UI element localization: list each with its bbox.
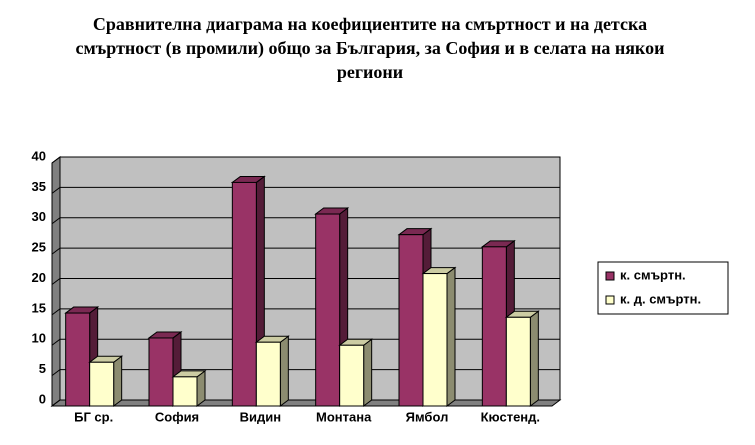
grid-line (51, 217, 560, 225)
x-tick-label: Видин (240, 409, 281, 424)
y-tick-label: 5 (39, 361, 46, 376)
x-tick-label: София (155, 409, 199, 424)
grid-line (51, 369, 560, 377)
bar-front (65, 312, 91, 407)
bar-side (279, 335, 289, 407)
bar-side (446, 266, 456, 407)
x-tick-label: Ямбол (406, 409, 449, 424)
y-tick-label: 25 (32, 240, 46, 255)
bar-front (422, 273, 448, 407)
bar-side (363, 338, 373, 407)
y-tick-label: 0 (39, 391, 46, 406)
bar (171, 369, 207, 407)
legend-box (597, 261, 729, 315)
bar (88, 355, 124, 407)
legend-label: к. смъртн. (620, 267, 686, 282)
grid-line (51, 399, 560, 407)
y-tick-label: 40 (32, 148, 46, 163)
grid-line (51, 338, 560, 346)
bar-front (505, 316, 531, 407)
bar-front (89, 361, 115, 407)
bar-front (231, 181, 257, 407)
y-tick-label: 15 (32, 300, 46, 315)
grid-line (51, 308, 560, 316)
bar-front (172, 376, 198, 407)
y-tick-label: 20 (32, 270, 46, 285)
bar-front (339, 344, 365, 407)
bar (338, 338, 374, 407)
y-tick-label: 30 (32, 209, 46, 224)
legend-swatch (605, 295, 615, 305)
bar-side (529, 310, 539, 407)
x-tick-label: Кюстенд. (481, 409, 540, 424)
legend-swatch (605, 271, 615, 281)
bar-front (255, 341, 281, 407)
bar-front (315, 213, 341, 407)
bar (254, 335, 290, 407)
bar-front (398, 234, 424, 407)
x-tick-label: БГ ср. (74, 409, 113, 424)
y-tick-label: 10 (32, 331, 46, 346)
grid-line (51, 156, 560, 164)
bar (504, 310, 540, 407)
bar-front (481, 246, 507, 407)
x-tick-label: Монтана (316, 409, 372, 424)
grid-line (51, 247, 560, 255)
grid-line (51, 278, 560, 285)
bar-side (113, 355, 123, 407)
bar (397, 227, 433, 407)
chart-title: Сравнителна диаграма на коефициентите на… (75, 14, 665, 82)
legend-label: к. д. смъртн. (620, 291, 701, 306)
bar-front (148, 337, 174, 407)
bar (421, 266, 457, 407)
y-tick-label: 35 (32, 179, 46, 194)
grid-line (51, 186, 560, 194)
